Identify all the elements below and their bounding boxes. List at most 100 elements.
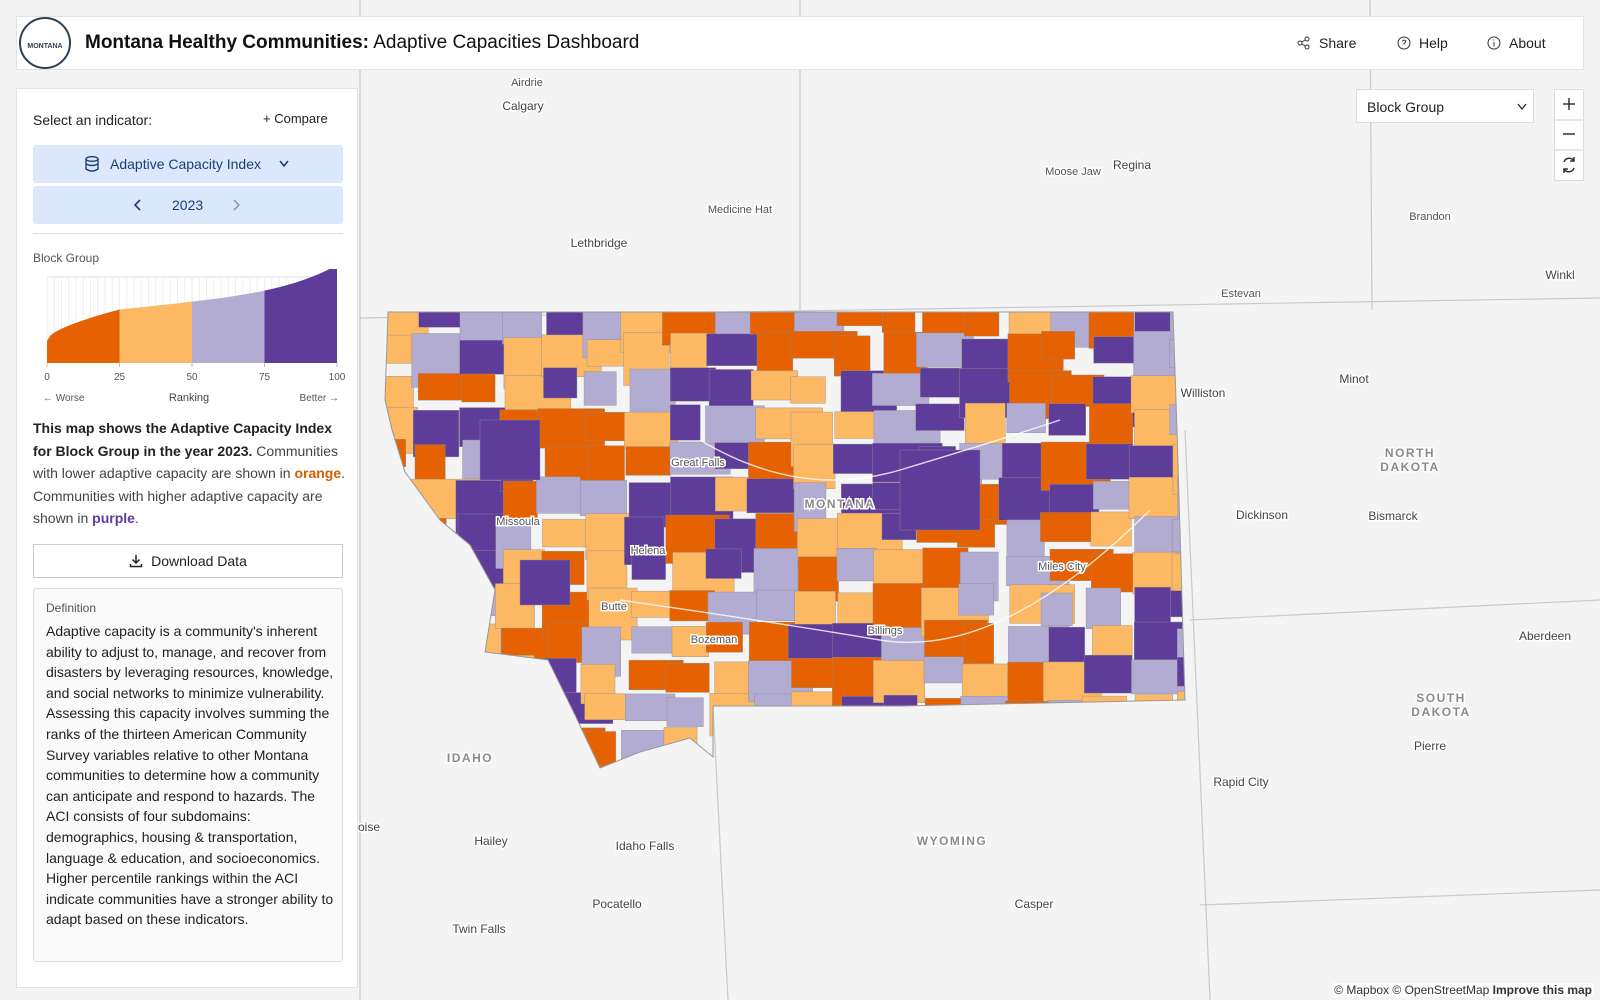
map-label: Helena <box>631 545 667 557</box>
logo-text: MONTANA <box>27 43 63 50</box>
download-button[interactable]: Download Data <box>33 544 343 578</box>
region <box>836 547 877 582</box>
map-label: Missoula <box>496 516 540 528</box>
title-bold: Montana Healthy Communities: <box>85 32 369 53</box>
title-text: Adaptive Capacities Dashboard <box>373 32 640 53</box>
attribution-text: © Mapbox © OpenStreetMap <box>1334 983 1490 997</box>
region <box>543 367 578 399</box>
help-button[interactable]: Help <box>1397 35 1448 51</box>
map-label: oise <box>358 820 380 834</box>
region <box>833 335 871 377</box>
region <box>753 548 798 592</box>
region <box>1040 592 1073 626</box>
definition-text: Adaptive capacity is a community's inher… <box>46 623 334 928</box>
region <box>503 480 538 520</box>
region <box>958 583 995 616</box>
legend-segment <box>264 269 337 363</box>
next-year[interactable] <box>231 199 241 211</box>
region <box>706 622 743 653</box>
improve-link[interactable]: Improve this map <box>1492 983 1592 997</box>
map-label: Moose Jaw <box>1045 166 1101 178</box>
compare-label[interactable]: Compare <box>274 111 328 126</box>
region <box>1085 587 1121 629</box>
nav-label[interactable]: Help <box>1419 35 1448 51</box>
region <box>542 519 595 548</box>
region <box>519 559 571 606</box>
share-button[interactable]: Share <box>1297 35 1356 51</box>
region <box>459 312 509 345</box>
geography-dropdown[interactable]: Block Group <box>1356 89 1534 123</box>
legend-left: ← Worse <box>43 393 85 404</box>
description-text: Communities with lower adaptive capacity… <box>33 442 338 482</box>
map-label: Great Falls <box>671 457 725 469</box>
region <box>666 697 704 727</box>
map-label: Pocatello <box>592 897 642 911</box>
region <box>461 373 496 403</box>
attribution: © Mapbox © OpenStreetMap Improve this ma… <box>1332 983 1594 997</box>
map-label: IDAHO <box>447 751 493 765</box>
map-label: Rapid City <box>1213 775 1268 789</box>
region <box>588 445 625 482</box>
map-label: Bozeman <box>691 634 737 646</box>
compare-button[interactable]: + Compare <box>263 111 328 126</box>
region <box>670 367 716 402</box>
divider <box>33 233 343 234</box>
nav-label[interactable]: About <box>1509 35 1546 51</box>
logo: MONTANA <box>19 17 71 69</box>
nav-label[interactable]: Share <box>1319 35 1357 51</box>
map-label: Calgary <box>502 99 543 113</box>
river <box>619 419 1151 644</box>
map-label: Aberdeen <box>1519 629 1571 643</box>
map-label: SOUTH DAKOTA <box>1411 691 1470 719</box>
select-label: Select an indicator: <box>33 112 153 128</box>
region <box>631 549 666 580</box>
description-bold: This map shows the Adaptive Capacity Ind… <box>33 420 332 459</box>
map-label: Minot <box>1339 372 1369 386</box>
map-label: Williston <box>1181 386 1226 400</box>
region <box>793 443 836 489</box>
legend-tick-label: 100 <box>329 372 346 383</box>
region <box>414 444 446 482</box>
download-label[interactable]: Download Data <box>151 553 247 569</box>
database-icon <box>85 156 99 172</box>
indicator-label[interactable]: Adaptive Capacity Index <box>110 156 261 172</box>
indicator-dropdown[interactable]: Adaptive Capacity Index <box>33 145 343 183</box>
map-label: MONTANA <box>805 497 876 511</box>
year-label: 2023 <box>172 197 204 213</box>
orange-word: orange <box>294 465 342 481</box>
choropleth[interactable] <box>369 296 1234 828</box>
about-button[interactable]: About <box>1487 35 1546 51</box>
chevron <box>279 160 289 168</box>
region <box>671 626 709 657</box>
region <box>1177 657 1185 687</box>
legend-tick-label: 50 <box>186 372 198 383</box>
geography-label[interactable]: Block Group <box>1367 99 1445 115</box>
map-label: Winkl <box>1545 268 1574 282</box>
map-label: Casper <box>1015 897 1054 911</box>
legend-axis-label: Ranking <box>169 392 209 404</box>
prev-year[interactable] <box>133 199 143 211</box>
legend-title: Block Group <box>33 251 100 265</box>
definition-title: Definition <box>46 601 97 615</box>
region <box>705 405 765 444</box>
region <box>964 312 1000 337</box>
reset-view[interactable] <box>1563 157 1575 173</box>
legend-tick-label: 75 <box>259 372 271 383</box>
region <box>1131 659 1185 695</box>
map-label: Miles City <box>1038 561 1086 573</box>
sidebar: Select an indicator: + Compare Adaptive … <box>16 88 358 988</box>
description-text: . Communities with higher adaptive capac… <box>33 465 346 526</box>
map-controls <box>1554 89 1584 181</box>
region <box>899 449 981 531</box>
region <box>1083 654 1133 694</box>
zoom-in[interactable] <box>1563 98 1575 110</box>
region <box>872 373 930 406</box>
map-label: Brandon <box>1409 211 1451 223</box>
region <box>629 368 676 419</box>
region <box>790 376 826 404</box>
legend-right: Better → <box>300 393 339 404</box>
map-label: Medicine Hat <box>708 204 772 216</box>
description: This map shows the Adaptive Capacity Ind… <box>33 417 347 530</box>
map-label: Regina <box>1113 158 1151 172</box>
purple-word: purple <box>92 510 135 526</box>
